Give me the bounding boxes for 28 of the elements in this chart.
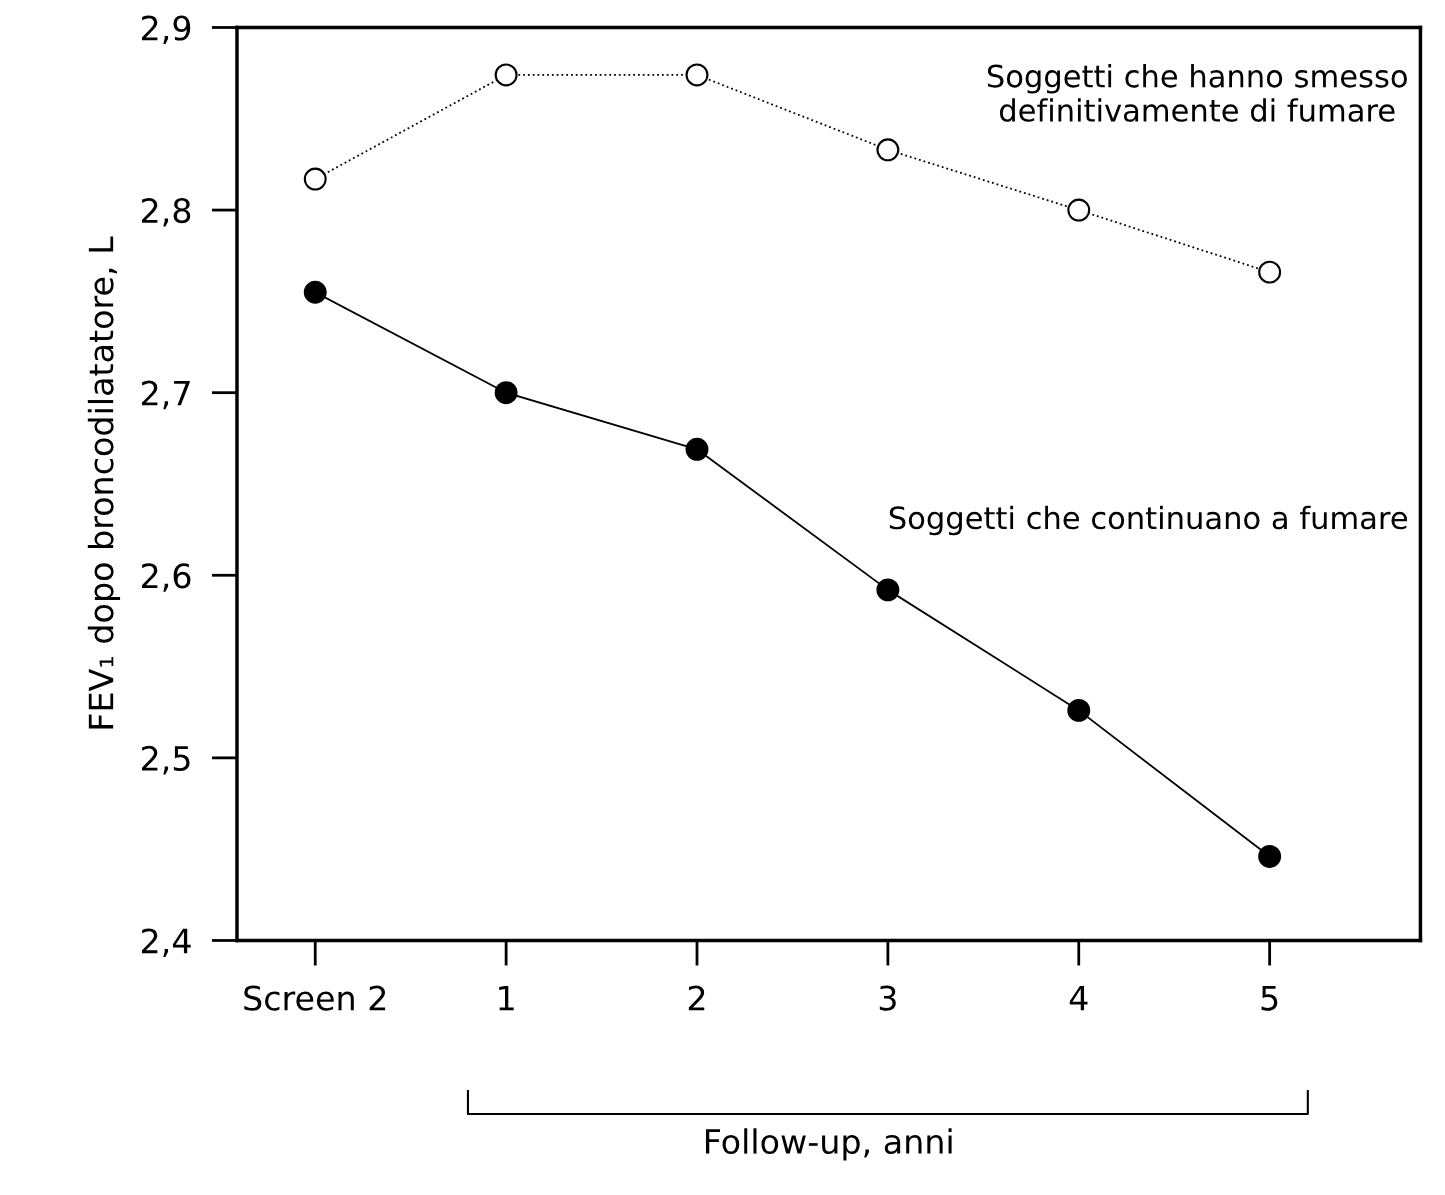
y-tick-label: 2,5 — [141, 745, 190, 775]
x-tick-label: 2 — [688, 985, 705, 1011]
point — [494, 63, 518, 87]
y-tick-label: 2,6 — [141, 563, 191, 592]
x-axis-title: Follow-up, anni — [705, 1128, 952, 1161]
y-tick-label: 2,4 — [141, 928, 191, 957]
x-tick-label: Screen 2 — [244, 985, 386, 1011]
point — [876, 578, 900, 602]
point — [1258, 260, 1282, 284]
point — [685, 63, 709, 87]
point — [1067, 698, 1091, 722]
x-tick-label: 3 — [879, 985, 896, 1011]
y-tick-label: 2,9 — [141, 15, 191, 45]
x-tick-label: 5 — [1261, 985, 1278, 1011]
point — [1067, 198, 1091, 222]
series-label: Soggetti che hanno smesso definitivamente di fumare — [987, 64, 1407, 122]
point — [494, 381, 518, 405]
x-tick-label: 4 — [1069, 985, 1088, 1011]
point — [876, 138, 900, 162]
point — [303, 280, 327, 304]
point — [1258, 845, 1282, 868]
point — [303, 167, 327, 191]
y-axis-title: FEV₁ dopo broncodilatatore, L — [87, 236, 121, 729]
x-tick-label: 1 — [499, 985, 514, 1011]
series-label: Soggetti che continuano a fumare — [889, 505, 1407, 536]
point — [685, 437, 709, 461]
y-tick-label: 2,7 — [141, 380, 190, 410]
y-tick-label: 2,8 — [141, 198, 191, 227]
